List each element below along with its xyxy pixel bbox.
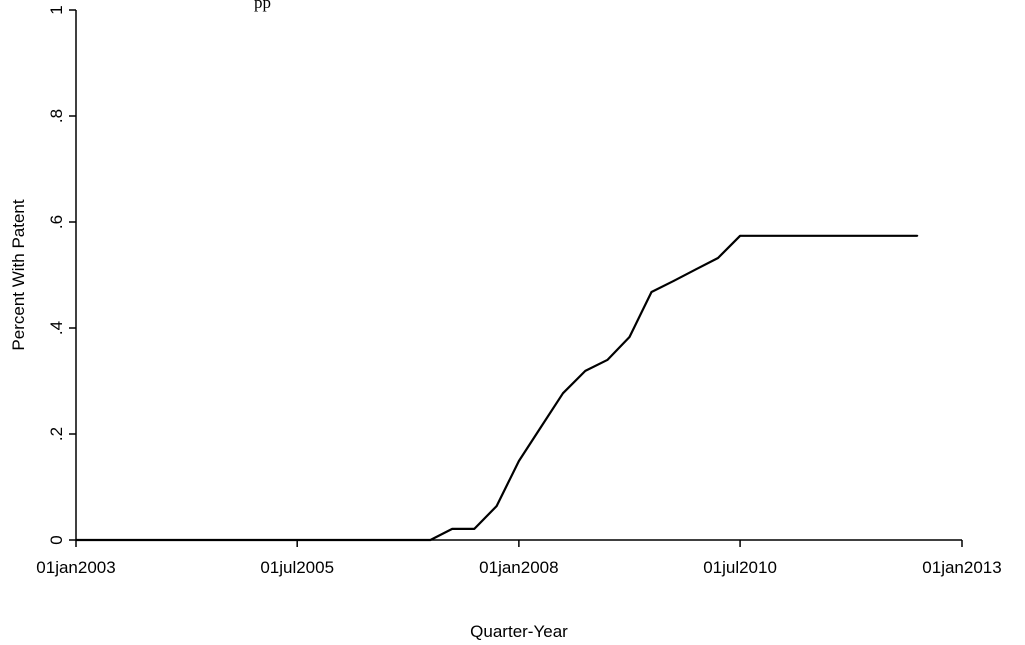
data-point [584,370,587,372]
x-tick-label: 01jul2010 [703,558,777,577]
data-point [916,234,919,237]
data-point [672,279,675,282]
data-point [473,527,476,530]
series-layer [75,234,919,542]
y-tick-label: .6 [47,215,66,229]
y-tick-label: 1 [47,5,66,14]
data-point [540,426,542,429]
data-point [606,358,609,361]
x-tick-label: 01jan2003 [36,558,115,577]
top-clipped-text: pp [254,0,271,12]
data-point [495,505,498,507]
x-tick-label: 01jan2008 [479,558,558,577]
x-axis-title: Quarter-Year [470,622,568,641]
data-point [429,539,432,541]
x-tick-label: 01jul2005 [260,558,334,577]
y-tick-label: 0 [47,535,66,544]
data-point [717,257,719,259]
data-point [695,268,698,271]
y-ticks: 0 .2 .4 .6 .8 1 [47,5,76,545]
y-axis-title: Percent With Patent [9,199,28,350]
x-ticks: 01jan2003 01jul2005 01jan2008 01jul2010 01ja… [36,540,1002,577]
y-tick-label: .8 [47,109,66,123]
data-point [75,539,77,541]
data-point [562,392,564,395]
data-point [650,291,653,293]
data-point [739,234,741,237]
x-tick-label: 01jan2013 [922,558,1001,577]
data-point [517,460,520,462]
data-point [628,336,631,338]
series-line [76,234,918,542]
y-tick-label: .2 [47,427,66,441]
data-point [451,527,454,530]
y-tick-label: .4 [47,321,66,335]
